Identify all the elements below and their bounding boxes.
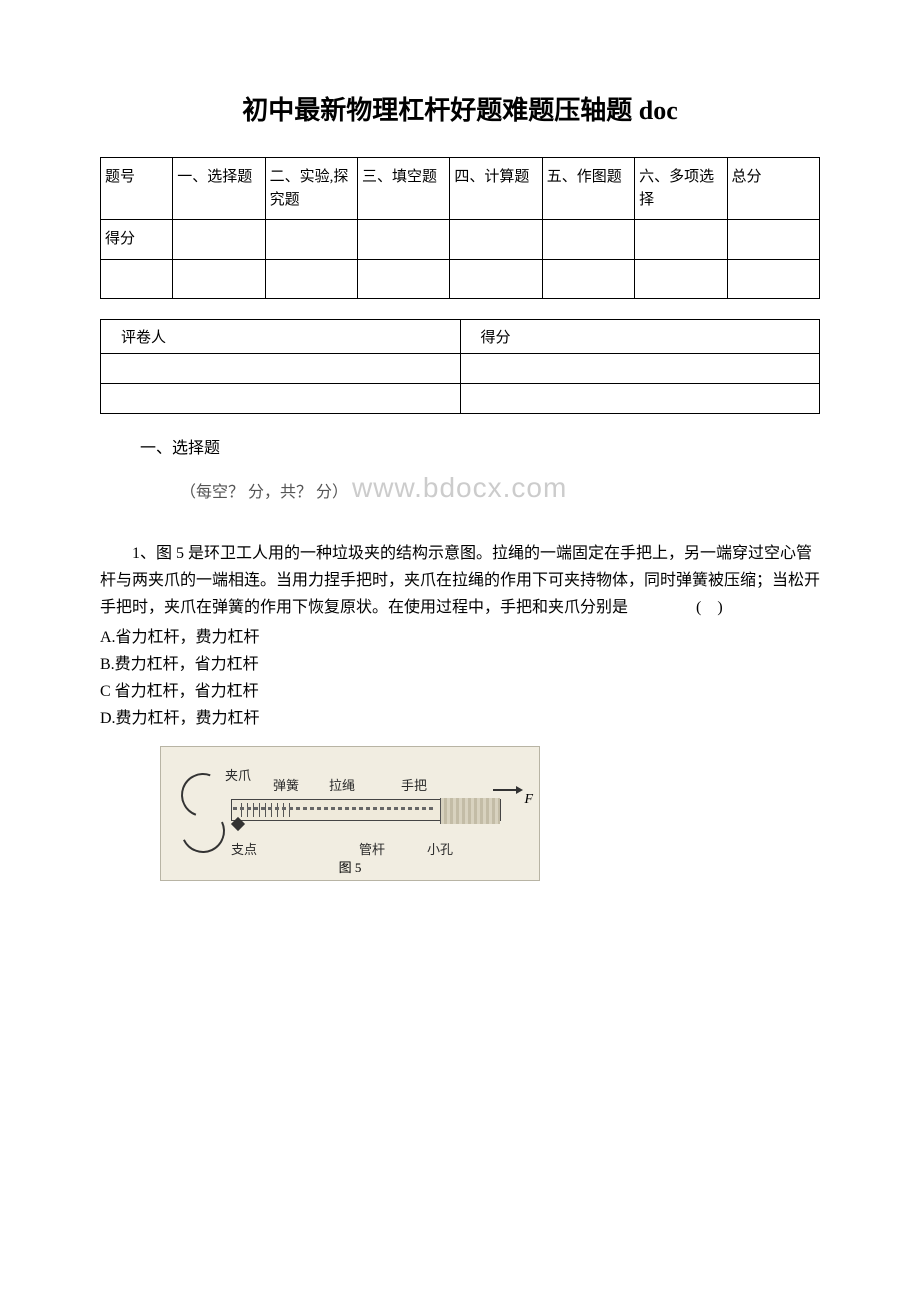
score-label: 得分 [460,320,820,354]
table-row: 得分 [101,220,820,260]
table-row [101,354,820,384]
score-label-cell: 得分 [101,220,173,260]
label-rope: 拉绳 [329,775,355,794]
figure-5: F 夹爪 弹簧 拉绳 手把 支点 管杆 小孔 图 5 [160,746,540,881]
label-claw: 夹爪 [225,765,251,784]
label-hole: 小孔 [427,839,453,858]
header-cell: 六、多项选择 [635,158,727,220]
header-cell: 题号 [101,158,173,220]
empty-cell [358,259,450,299]
empty-cell [265,259,357,299]
empty-cell [542,259,634,299]
grader-label: 评卷人 [101,320,461,354]
header-cell: 总分 [727,158,819,220]
rope-line [233,807,433,810]
force-arrow [493,789,521,791]
empty-cell [450,220,542,260]
figure-caption: 图 5 [161,857,539,876]
header-cell: 四、计算题 [450,158,542,220]
label-tube: 管杆 [359,839,385,858]
empty-cell [635,259,727,299]
label-handle: 手把 [401,775,427,794]
table-row [101,259,820,299]
empty-cell [101,354,461,384]
empty-cell [635,220,727,260]
header-cell: 五、作图题 [542,158,634,220]
page-title: 初中最新物理杠杆好题难题压轴题 doc [100,90,820,127]
empty-cell [542,220,634,260]
score-table: 题号 一、选择题 二、实验,探究题 三、填空题 四、计算题 五、作图题 六、多项… [100,157,820,299]
diagram-trash-gripper: F 夹爪 弹簧 拉绳 手把 支点 管杆 小孔 图 5 [160,746,540,881]
options-list: A.省力杠杆，费力杠杆 B.费力杠杆，省力杠杆 C 省力杠杆，省力杠杆 D.费力… [100,624,820,733]
empty-cell [101,384,461,414]
label-spring: 弹簧 [273,775,299,794]
section-title: 一、选择题 [140,434,820,458]
header-cell: 三、填空题 [358,158,450,220]
empty-cell [173,220,265,260]
question-text: 1、图 5 是环卫工人用的一种垃圾夹的结构示意图。拉绳的一端固定在手把上，另一端… [100,540,820,622]
option-d: D.费力杠杆，费力杠杆 [100,705,820,732]
empty-cell [265,220,357,260]
option-c: C 省力杠杆，省力杠杆 [100,678,820,705]
question-block: 1、图 5 是环卫工人用的一种垃圾夹的结构示意图。拉绳的一端固定在手把上，另一端… [100,540,820,732]
points-note: （每空？ 分，共？ 分） [180,478,348,502]
spring-icon [239,803,294,817]
empty-cell [460,384,820,414]
table-row: 评卷人 得分 [101,320,820,354]
empty-cell [727,259,819,299]
handle-grip [440,798,500,824]
watermark-text: www.bdocx.com [352,472,567,503]
grade-table: 评卷人 得分 [100,319,820,414]
header-cell: 一、选择题 [173,158,265,220]
option-b: B.费力杠杆，省力杠杆 [100,651,820,678]
force-label: F [524,792,533,808]
empty-cell [450,259,542,299]
label-pivot: 支点 [231,839,257,858]
header-cell: 二、实验,探究题 [265,158,357,220]
option-a: A.省力杠杆，费力杠杆 [100,624,820,651]
empty-cell [727,220,819,260]
table-row: 题号 一、选择题 二、实验,探究题 三、填空题 四、计算题 五、作图题 六、多项… [101,158,820,220]
empty-cell [358,220,450,260]
empty-cell [460,354,820,384]
table-row [101,384,820,414]
empty-cell [173,259,265,299]
empty-cell [101,259,173,299]
